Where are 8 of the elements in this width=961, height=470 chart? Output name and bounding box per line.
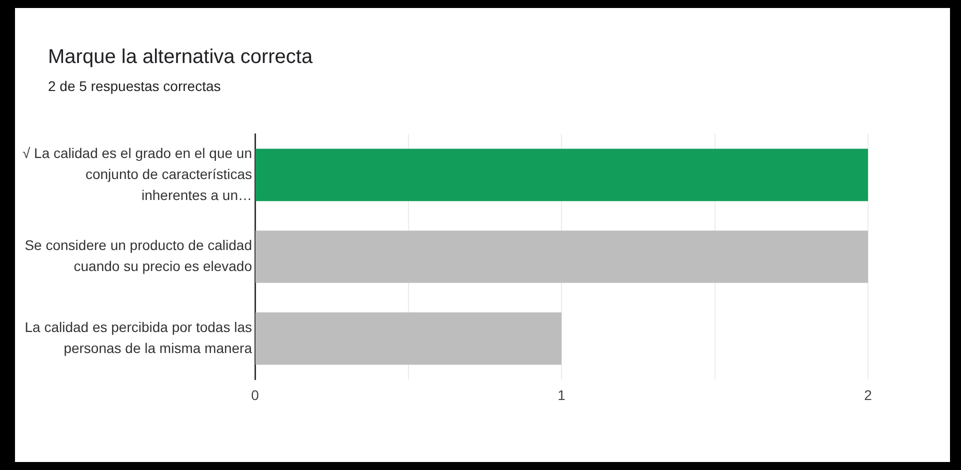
x-tick-label: 2 (864, 386, 872, 403)
text: 2 de 5 respuestas correctas (48, 78, 221, 94)
y-tick-label: √ La calidad es el grado en el que un conjunto de características inherentes a un… (22, 144, 252, 203)
y-tick-label: La calidad es percibida por todas las personas de la misma manera (24, 318, 252, 356)
x-tick-label: 0 (251, 386, 260, 403)
y-tick-label: Se considere un producto de calidad cuando su precio es elevado (24, 237, 252, 274)
chart-title: Marque la alternativa correcta (48, 46, 313, 69)
x-tick-label: 1 (558, 386, 566, 403)
